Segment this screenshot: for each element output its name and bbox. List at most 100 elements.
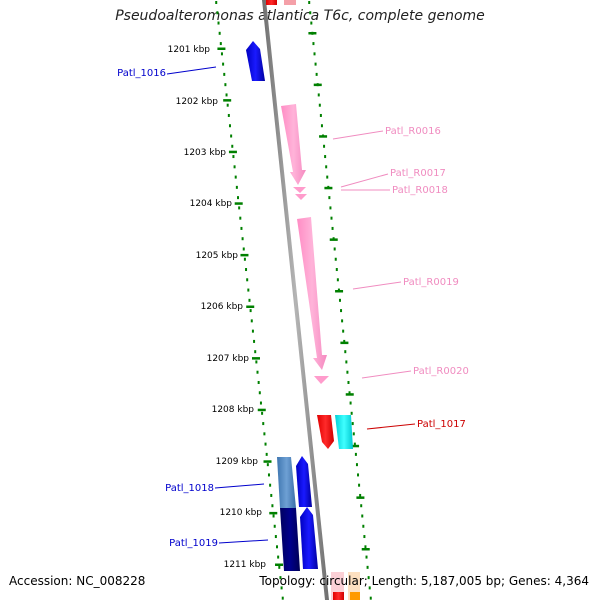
scale-dot xyxy=(281,596,284,600)
scale-dot xyxy=(320,124,323,128)
label-patl-r0016[interactable]: Patl_R0016 xyxy=(385,126,441,137)
leader-lines xyxy=(166,66,416,544)
scale-major-tick xyxy=(313,83,322,87)
label-patl-r0018[interactable]: Patl_R0018 xyxy=(392,185,448,196)
scale-dot xyxy=(265,452,268,456)
scale-dot xyxy=(251,329,254,333)
scale-dot xyxy=(328,196,331,200)
scale-dot xyxy=(310,21,313,25)
scale-dot xyxy=(312,42,315,46)
label-patl-1019[interactable]: Patl_1019 xyxy=(169,538,218,549)
scale-major-tick xyxy=(240,253,249,257)
label-patl-1017[interactable]: Patl_1017 xyxy=(417,419,466,430)
gene-patl-1017[interactable] xyxy=(317,415,334,449)
rna-patl-r0017[interactable] xyxy=(293,187,306,193)
scale-dot xyxy=(232,155,235,159)
scale-dot xyxy=(344,350,347,354)
gene-bottom-orange[interactable] xyxy=(350,592,360,600)
label-patl-r0020[interactable]: Patl_R0020 xyxy=(413,366,469,377)
scale-dot xyxy=(224,83,227,87)
scale-major-tick xyxy=(234,202,243,205)
scale-dot xyxy=(218,31,221,35)
scale-dot xyxy=(240,226,243,230)
scale-dot xyxy=(217,21,220,25)
scale-label-1202: 1202 kbp xyxy=(176,97,219,107)
scale-dot xyxy=(238,206,241,210)
scale-major-tick xyxy=(356,496,365,499)
scale-dot xyxy=(308,1,311,4)
scale-major-tick xyxy=(246,305,255,308)
scale-dot xyxy=(267,473,270,477)
scale-track-right xyxy=(308,1,372,600)
scale-dot xyxy=(365,555,368,559)
scale-dot xyxy=(355,463,358,467)
scale-dot xyxy=(342,329,345,333)
scale-dot xyxy=(278,565,281,569)
scale-major-tick xyxy=(223,99,232,102)
gene-patl-1017b[interactable] xyxy=(335,415,353,449)
rna-patl-r0019[interactable] xyxy=(297,217,327,370)
rna-patl-r0020[interactable] xyxy=(314,376,329,384)
scale-dot xyxy=(317,93,320,97)
scale-dot xyxy=(242,247,245,251)
scale-dot xyxy=(350,411,353,415)
gene-patl-1019-strand[interactable] xyxy=(300,507,318,569)
scale-dot xyxy=(318,103,321,107)
scale-dot xyxy=(273,524,276,528)
scale-dot xyxy=(235,185,238,189)
scale-dot xyxy=(216,11,219,15)
gene-patl-1018[interactable] xyxy=(277,457,296,508)
gene-patl-1018-strand[interactable] xyxy=(296,456,312,507)
gene-top-pink[interactable] xyxy=(284,0,296,5)
scale-labels: 1201 kbp 1202 kbp 1203 kbp 1204 kbp 1205… xyxy=(168,45,267,570)
scale-dot xyxy=(313,52,316,56)
scale-dot xyxy=(230,134,233,138)
scale-dot xyxy=(226,103,229,107)
scale-major-tick xyxy=(351,444,360,448)
gene-patl-1019[interactable] xyxy=(280,508,300,571)
scale-dot xyxy=(326,175,329,179)
scale-dot xyxy=(330,216,333,220)
scale-label-1207: 1207 kbp xyxy=(207,354,250,364)
scale-dot xyxy=(341,319,344,323)
rna-patl-r0018[interactable] xyxy=(295,194,307,200)
scale-dot xyxy=(272,514,275,518)
scale-dot xyxy=(225,93,228,97)
scale-dot xyxy=(231,144,234,148)
scale-dot xyxy=(253,339,256,343)
scale-dot xyxy=(329,206,332,210)
scale-dot xyxy=(255,360,258,364)
scale-dot xyxy=(271,504,274,508)
scale-dot xyxy=(237,196,240,200)
scale-major-tick xyxy=(308,32,317,35)
scale-dot xyxy=(314,62,317,66)
scale-dot xyxy=(220,52,223,56)
scale-dot xyxy=(315,72,318,76)
scale-dot xyxy=(266,463,269,467)
scale-dot xyxy=(223,72,226,76)
scale-dot xyxy=(243,257,246,261)
scale-dot xyxy=(348,391,351,395)
scale-dot xyxy=(364,545,367,549)
scale-dot xyxy=(367,576,370,580)
scale-dot xyxy=(354,452,357,456)
label-patl-1018[interactable]: Patl_1018 xyxy=(165,483,214,494)
label-patl-r0019[interactable]: Patl_R0019 xyxy=(403,277,459,288)
scale-dot xyxy=(249,309,252,313)
scale-dot xyxy=(323,144,326,148)
scale-dot xyxy=(353,442,356,446)
scale-major-tick xyxy=(228,150,237,154)
scale-dot xyxy=(366,565,369,569)
scale-dot xyxy=(343,339,346,343)
scale-dot xyxy=(309,11,312,15)
gene-bottom-red[interactable] xyxy=(333,592,344,600)
scale-dot xyxy=(256,370,259,374)
rna-patl-r0016[interactable] xyxy=(281,104,306,185)
label-patl-1016[interactable]: Patl_1016 xyxy=(117,68,166,79)
scale-dot xyxy=(349,401,352,405)
label-patl-r0017[interactable]: Patl_R0017 xyxy=(390,168,446,179)
gene-patl-1016[interactable] xyxy=(246,41,265,81)
scale-dot xyxy=(274,535,277,539)
gene-top-red[interactable] xyxy=(266,0,277,5)
